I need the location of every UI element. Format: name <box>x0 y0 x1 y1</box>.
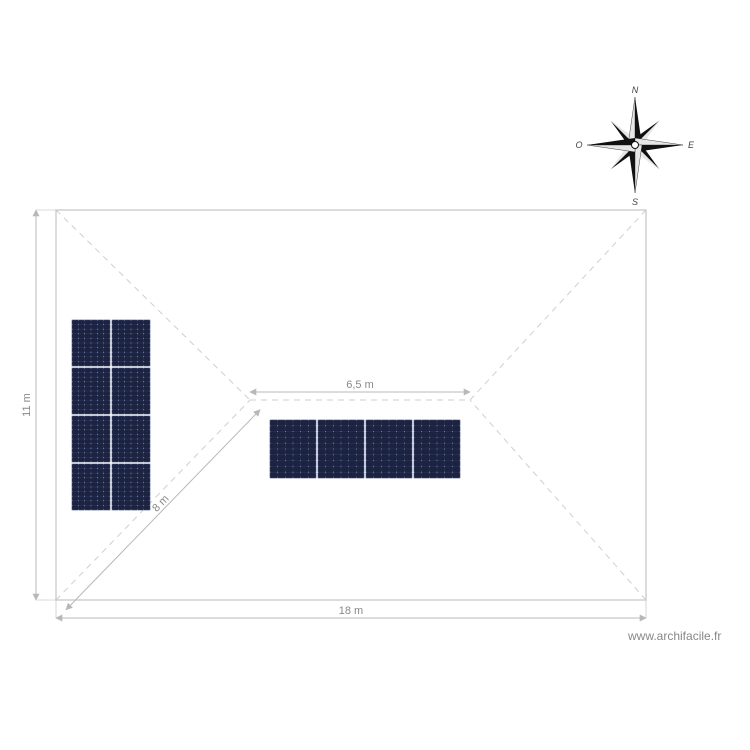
svg-text:O: O <box>575 140 582 150</box>
svg-text:11 m: 11 m <box>21 393 33 417</box>
compass-rose <box>587 97 683 193</box>
svg-text:S: S <box>632 197 638 207</box>
svg-text:E: E <box>688 140 695 150</box>
svg-text:18 m: 18 m <box>339 605 363 617</box>
svg-text:N: N <box>632 85 639 95</box>
svg-text:6,5 m: 6,5 m <box>346 379 374 391</box>
svg-text:8 m: 8 m <box>150 493 171 515</box>
floor-plan: 18 m 11 m 6,5 m 8 m N S E Owww.archifacile.fr <box>0 0 750 750</box>
watermark: www.archifacile.fr <box>627 629 721 643</box>
